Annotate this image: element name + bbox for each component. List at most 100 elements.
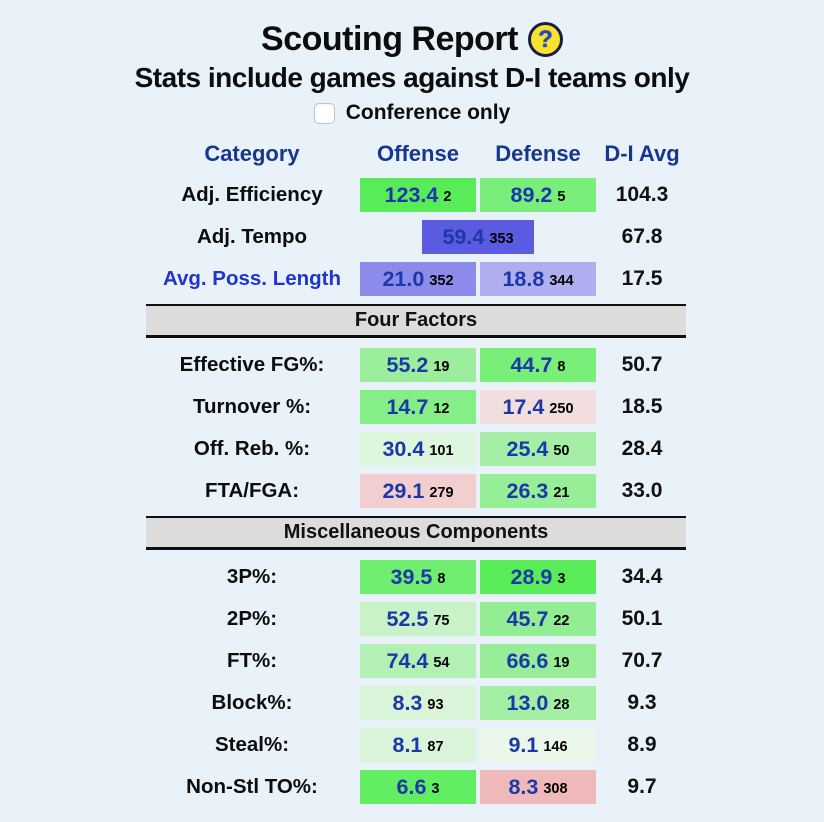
column-header-category: Category: [204, 141, 300, 166]
offense-value: 52.5: [386, 606, 429, 631]
defense-cell: 9.1 146: [480, 728, 596, 762]
conference-only-checkbox[interactable]: [313, 102, 335, 124]
defense-rank: 28: [553, 697, 570, 713]
offense-cell: 39.5 8: [360, 560, 476, 594]
defense-value: 8.3: [508, 774, 539, 799]
defense-value: 13.0: [506, 690, 549, 715]
row-label: 2P%:: [226, 607, 278, 630]
row-label: Turnover %:: [192, 395, 312, 418]
offense-rank: 54: [433, 655, 450, 671]
avg-value: 8.9: [627, 733, 657, 756]
defense-value: 17.4: [502, 394, 545, 419]
section-header-misc-components: Miscellaneous Components: [146, 516, 686, 550]
table-row: 3P%: 39.5 8 28.9 3 34.4: [146, 556, 686, 598]
defense-value: 18.8: [502, 266, 545, 291]
offense-rank: 3: [431, 781, 440, 797]
defense-value: 26.3: [506, 478, 549, 503]
row-label: FTA/FGA:: [204, 479, 300, 502]
tempo-cell: 59.4 353: [422, 220, 534, 254]
avg-value: 104.3: [615, 183, 669, 206]
defense-value: 25.4: [506, 436, 549, 461]
defense-rank: 344: [549, 273, 574, 289]
row-label: Adj. Efficiency: [181, 183, 323, 206]
offense-cell: 29.1 279: [360, 474, 476, 508]
defense-value: 44.7: [510, 352, 553, 377]
offense-rank: 87: [427, 739, 444, 755]
table-row: Effective FG%: 55.2 19 44.7 8 50.7: [146, 344, 686, 386]
question-mark-glyph: ?: [538, 25, 553, 53]
avg-value: 50.1: [621, 607, 663, 630]
defense-rank: 50: [553, 443, 570, 459]
defense-rank: 22: [553, 613, 570, 629]
offense-rank: 279: [429, 485, 454, 501]
table-row: Adj. Efficiency 123.4 2 89.2 5 104.3: [146, 174, 686, 216]
offense-value: 8.1: [392, 732, 423, 757]
defense-cell: 8.3 308: [480, 770, 596, 804]
conference-only-label[interactable]: Conference only: [345, 101, 511, 124]
row-label: Adj. Tempo: [196, 225, 308, 248]
offense-cell: 14.7 12: [360, 390, 476, 424]
row-label: Effective FG%:: [179, 353, 325, 376]
defense-value: 89.2: [510, 182, 553, 207]
row-label: 3P%:: [226, 565, 278, 588]
defense-rank: 8: [557, 359, 566, 375]
defense-cell: 26.3 21: [480, 474, 596, 508]
offense-rank: 8: [437, 571, 446, 587]
defense-cell: 25.4 50: [480, 432, 596, 466]
offense-value: 29.1: [382, 478, 425, 503]
row-label-link[interactable]: Avg. Poss. Length: [162, 267, 342, 290]
defense-cell: 17.4 250: [480, 390, 596, 424]
tempo-value: 59.4: [442, 224, 485, 249]
defense-rank: 3: [557, 571, 566, 587]
table-row: Block%: 8.3 93 13.0 28 9.3: [146, 682, 686, 724]
defense-cell: 28.9 3: [480, 560, 596, 594]
subtitle: Stats include games against D-I teams on…: [134, 62, 690, 93]
offense-value: 6.6: [396, 774, 427, 799]
row-label: FT%:: [226, 649, 278, 672]
table-row: Non-Stl TO%: 6.6 3 8.3 308 9.7: [146, 766, 686, 808]
offense-cell: 21.0 352: [360, 262, 476, 296]
help-question-icon[interactable]: ?: [527, 22, 563, 57]
offense-value: 14.7: [386, 394, 429, 419]
defense-value: 9.1: [508, 732, 539, 757]
defense-cell: 44.7 8: [480, 348, 596, 382]
avg-value: 9.3: [627, 691, 657, 714]
column-header-avg: D-I Avg: [604, 141, 680, 166]
table-row-tempo: Adj. Tempo 59.4 353 67.8: [146, 216, 686, 258]
avg-value: 28.4: [621, 437, 663, 460]
section-header-four-factors: Four Factors: [146, 304, 686, 338]
scouting-table: Category Offense Defense D-I Avg Adj. Ef…: [146, 134, 686, 808]
table-row: 2P%: 52.5 75 45.7 22 50.1: [146, 598, 686, 640]
column-header-defense: Defense: [495, 141, 581, 166]
offense-cell: 55.2 19: [360, 348, 476, 382]
avg-value: 70.7: [621, 649, 663, 672]
offense-value: 21.0: [382, 266, 425, 291]
offense-value: 30.4: [382, 436, 425, 461]
offense-cell: 6.6 3: [360, 770, 476, 804]
defense-rank: 19: [553, 655, 570, 671]
offense-rank: 101: [429, 443, 454, 459]
offense-cell: 123.4 2: [360, 178, 476, 212]
avg-value: 18.5: [621, 395, 663, 418]
avg-value: 50.7: [621, 353, 663, 376]
offense-rank: 352: [429, 273, 454, 289]
offense-value: 74.4: [386, 648, 429, 673]
row-label: Non-Stl TO%:: [186, 775, 318, 798]
offense-value: 8.3: [392, 690, 423, 715]
defense-rank: 5: [557, 189, 566, 205]
avg-value: 17.5: [621, 267, 663, 290]
offense-cell: 30.4 101: [360, 432, 476, 466]
offense-value: 39.5: [390, 564, 433, 589]
offense-rank: 2: [443, 189, 452, 205]
defense-value: 28.9: [510, 564, 553, 589]
tempo-rank: 353: [489, 231, 514, 247]
conference-filter: Conference only: [0, 100, 824, 126]
column-header-offense: Offense: [377, 141, 459, 166]
offense-value: 55.2: [386, 352, 429, 377]
offense-rank: 93: [427, 697, 444, 713]
defense-rank: 146: [543, 739, 568, 755]
defense-rank: 250: [549, 401, 574, 417]
avg-value: 34.4: [621, 565, 663, 588]
avg-value: 67.8: [621, 225, 663, 248]
offense-cell: 74.4 54: [360, 644, 476, 678]
